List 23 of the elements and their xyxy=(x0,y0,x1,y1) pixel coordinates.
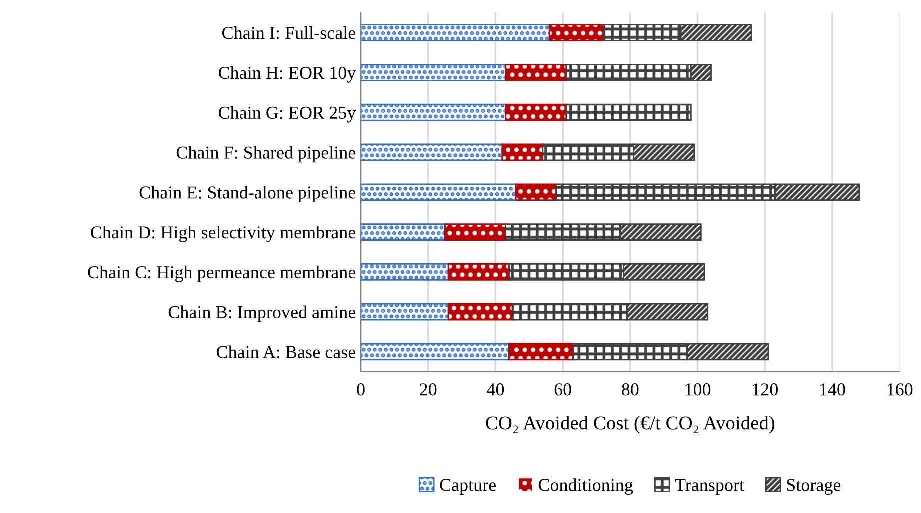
legend-label: Storage xyxy=(787,479,841,496)
y-tick-label: Chain D: High selectivity membrane xyxy=(91,226,356,242)
y-tick-label: Chain B: Improved amine xyxy=(168,306,356,322)
y-tick-label: Chain I: Full-scale xyxy=(222,26,356,40)
x-axis-title: CO₂ Avoided Cost (€/t CO₂ Avoided) xyxy=(486,416,775,434)
legend-label: Transport xyxy=(675,479,744,495)
y-tick-label: Chain E: Stand-alone pipeline xyxy=(140,186,356,202)
y-tick-label: Chain H: EOR 10y xyxy=(218,66,356,83)
y-tick-label: Chain A: Base case xyxy=(217,346,356,358)
y-tick-label: Chain C: High permeance membrane xyxy=(88,266,356,282)
x-tick-label: 120 xyxy=(753,384,778,396)
x-tick-label: 80 xyxy=(622,384,639,396)
y-tick-label: Chain G: EOR 25y xyxy=(218,106,356,123)
x-tick-label: 20 xyxy=(420,384,437,396)
x-tick-label: 60 xyxy=(554,384,572,396)
y-tick-label: Chain F: Shared pipeline xyxy=(176,146,356,163)
x-tick-label: 100 xyxy=(686,384,711,396)
legend-label: Capture xyxy=(440,479,496,495)
x-tick-label: 160 xyxy=(888,384,913,396)
x-tick-label: 140 xyxy=(820,384,846,396)
legend-label: Conditioning xyxy=(538,478,634,496)
x-tick-label: 0 xyxy=(357,384,365,396)
x-tick-label: 40 xyxy=(487,384,504,396)
